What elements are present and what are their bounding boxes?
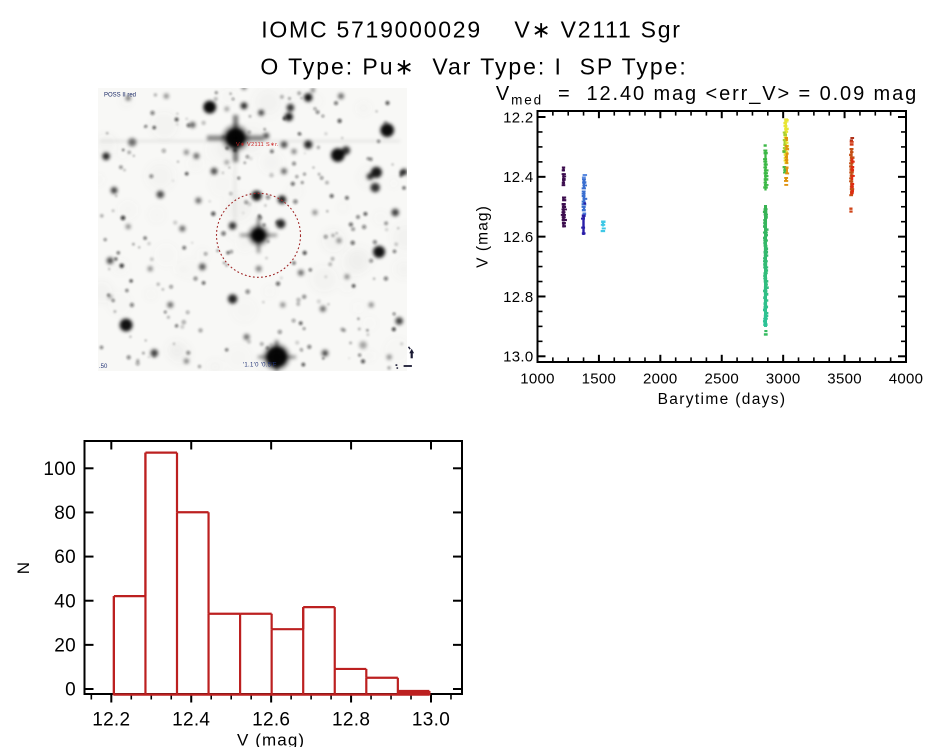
svg-text:V∗ V2111 S∗r.: V∗ V2111 S∗r. — [236, 142, 279, 148]
svg-text:12.8: 12.8 — [332, 710, 370, 731]
svg-text:0: 0 — [65, 680, 76, 701]
svg-text:Barytime (days): Barytime (days) — [658, 391, 787, 408]
svg-text:V (mag): V (mag) — [475, 205, 492, 268]
svg-text:100: 100 — [43, 459, 76, 480]
svg-text:Vmed = 12.40 mag <err_V> = 0: Vmed = 12.40 mag <err_V> = 0.09 mag — [496, 83, 918, 108]
svg-text:12.4: 12.4 — [503, 169, 533, 186]
svg-text:12.2: 12.2 — [503, 109, 533, 126]
svg-text:2500: 2500 — [705, 371, 740, 388]
svg-text:12.4: 12.4 — [172, 710, 210, 731]
svg-text:.50: .50 — [99, 364, 108, 370]
svg-text:IOMC 5719000029 V∗ V2111 Sg: IOMC 5719000029 V∗ V2111 Sgr — [261, 17, 681, 43]
svg-text:13.0: 13.0 — [412, 710, 450, 731]
svg-text:1500: 1500 — [582, 371, 617, 388]
svg-text:3500: 3500 — [827, 371, 862, 388]
svg-text:N: N — [14, 562, 33, 575]
svg-text:4000: 4000 — [889, 371, 924, 388]
svg-text:60: 60 — [54, 547, 76, 568]
svg-text:V (mag): V (mag) — [237, 731, 305, 747]
svg-text:12.8: 12.8 — [503, 289, 533, 306]
svg-text:20: 20 — [54, 636, 76, 657]
svg-text:12.2: 12.2 — [92, 710, 130, 731]
svg-text:13.0: 13.0 — [503, 349, 533, 366]
svg-text:3000: 3000 — [766, 371, 801, 388]
svg-text:40: 40 — [54, 591, 76, 612]
svg-text:80: 80 — [54, 503, 76, 524]
svg-text:12.6: 12.6 — [503, 229, 533, 246]
svg-text:POSS II red: POSS II red — [104, 93, 136, 99]
svg-text:12.6: 12.6 — [252, 710, 290, 731]
svg-text:′1.1′0 ′0.5′F: ′1.1′0 ′0.5′F — [243, 363, 277, 369]
svg-text:1000: 1000 — [520, 371, 555, 388]
svg-text:O Type: Pu∗ Var Type: I SP T: O Type: Pu∗ Var Type: I SP Type: — [260, 53, 687, 79]
svg-text:2000: 2000 — [643, 371, 678, 388]
